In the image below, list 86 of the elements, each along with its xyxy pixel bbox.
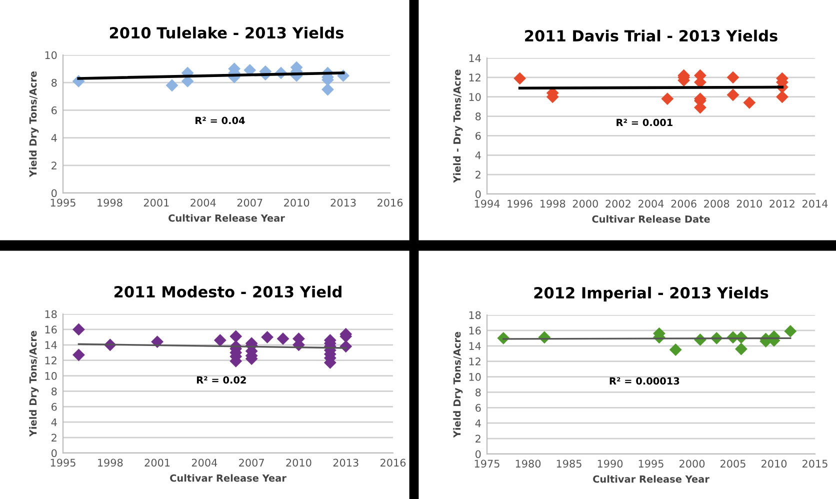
x-tick-label: 2007 bbox=[239, 458, 264, 467]
y-axis-title: Yield - Dry Tons/Acre bbox=[453, 70, 463, 183]
y-tick-label: 10 bbox=[45, 372, 57, 380]
y-tick-label: 2 bbox=[476, 170, 480, 179]
y-tick-label: 14 bbox=[469, 54, 481, 62]
y-tick-label: 6 bbox=[52, 106, 57, 114]
x-tick-label: 1980 bbox=[516, 460, 541, 468]
y-tick-label: 0 bbox=[52, 449, 57, 458]
y-tick-label: 2 bbox=[476, 434, 480, 443]
annotation: R² = 0.00013 bbox=[610, 377, 680, 385]
chart-title: 2011 Davis Trial - 2013 Yields bbox=[525, 30, 778, 42]
chart-title: 2011 Modesto - 2013 Yield bbox=[114, 286, 342, 298]
y-axis-title: Yield Dry Tons/Acre bbox=[453, 332, 463, 438]
x-tick-label: 1998 bbox=[98, 198, 122, 207]
x-tick-label: 2005 bbox=[720, 460, 746, 468]
y-tick-label: 4 bbox=[51, 418, 57, 426]
y-tick-label: 8 bbox=[52, 78, 57, 87]
x-tick-label: 2010 bbox=[284, 198, 310, 207]
y-tick-label: 12 bbox=[45, 356, 56, 364]
x-tick-label: 2004 bbox=[190, 198, 216, 207]
y-tick-label: 12 bbox=[469, 74, 480, 82]
x-tick-label: 2010 bbox=[736, 200, 762, 208]
x-tick-label: 1998 bbox=[98, 458, 123, 467]
chart-title: 2012 Imperial - 2013 Yields bbox=[534, 286, 768, 302]
x-tick-label: 2008 bbox=[704, 200, 730, 208]
y-tick-label: 14 bbox=[469, 342, 481, 350]
x-tick-label: 2010 bbox=[762, 460, 787, 468]
annotation: R² = 0.001 bbox=[616, 118, 672, 126]
x-tick-label: 2013 bbox=[330, 198, 356, 207]
x-tick-label: 2010 bbox=[286, 458, 312, 467]
y-tick-label: 12 bbox=[469, 358, 480, 366]
x-tick-label: 2000 bbox=[680, 460, 705, 468]
x-tick-label: 2016 bbox=[378, 198, 403, 207]
y-tick-label: 2 bbox=[52, 434, 56, 442]
y-tick-label: 14 bbox=[45, 341, 57, 349]
y-tick-label: 16 bbox=[469, 326, 481, 335]
x-tick-label: 1995 bbox=[50, 458, 76, 467]
x-tick-label: 2013 bbox=[333, 458, 358, 467]
x-tick-label: 1998 bbox=[540, 200, 566, 208]
y-tick-label: 4 bbox=[51, 134, 57, 142]
x-axis-title: Cultivar Release Year bbox=[170, 474, 286, 482]
y-axis-title: Yield Dry Tons/Acre bbox=[29, 71, 39, 178]
y-tick-label: 8 bbox=[476, 388, 481, 396]
x-tick-label: 2015 bbox=[802, 460, 828, 468]
y-tick-label: 0 bbox=[476, 450, 481, 458]
x-tick-label: 2006 bbox=[671, 200, 696, 208]
y-tick-label: 16 bbox=[45, 326, 57, 334]
x-tick-label: 1985 bbox=[556, 460, 582, 468]
y-tick-label: 2 bbox=[52, 162, 56, 170]
y-tick-label: 18 bbox=[45, 310, 57, 318]
x-tick-label: 2002 bbox=[606, 200, 630, 208]
y-tick-label: 18 bbox=[469, 311, 481, 320]
y-tick-label: 6 bbox=[476, 404, 481, 412]
chart-title: 2010 Tulelake - 2013 Yields bbox=[110, 26, 344, 39]
x-tick-label: 1995 bbox=[638, 460, 664, 468]
x-axis-title: Cultivar Release Date bbox=[592, 215, 710, 223]
x-tick-label: 2000 bbox=[572, 200, 598, 208]
x-tick-label: 2007 bbox=[237, 198, 262, 207]
y-tick-label: 10 bbox=[45, 51, 57, 60]
x-tick-label: 2014 bbox=[802, 200, 828, 208]
x-tick-label: 2004 bbox=[192, 458, 218, 467]
y-tick-label: 10 bbox=[469, 93, 481, 101]
x-axis-title: Cultivar Release Year bbox=[168, 214, 285, 222]
x-tick-label: 1975 bbox=[474, 460, 500, 468]
y-tick-label: 6 bbox=[476, 132, 481, 140]
x-tick-label: 1995 bbox=[50, 198, 76, 207]
x-tick-label: 2016 bbox=[380, 458, 406, 467]
annotation: R² = 0.04 bbox=[196, 116, 245, 124]
y-tick-label: 8 bbox=[476, 112, 481, 120]
x-tick-label: 2012 bbox=[770, 200, 794, 208]
annotation: R² = 0.02 bbox=[196, 376, 246, 384]
y-tick-label: 4 bbox=[475, 152, 481, 160]
x-axis-title: Cultivar Release Year bbox=[593, 475, 710, 483]
y-tick-label: 0 bbox=[52, 189, 57, 198]
y-tick-label: 10 bbox=[469, 373, 481, 381]
x-tick-label: 2001 bbox=[144, 458, 170, 467]
y-tick-label: 4 bbox=[475, 419, 481, 428]
x-tick-label: 2004 bbox=[638, 200, 664, 208]
x-tick-label: 1994 bbox=[474, 200, 500, 208]
y-axis-title: Yield Dry Tons/Acre bbox=[29, 330, 39, 437]
x-tick-label: 1990 bbox=[598, 460, 623, 468]
x-tick-label: 2001 bbox=[144, 198, 169, 207]
y-tick-label: 8 bbox=[52, 387, 57, 396]
y-tick-label: 6 bbox=[52, 402, 57, 411]
x-tick-label: 1996 bbox=[508, 200, 532, 208]
y-tick-label: 0 bbox=[476, 190, 481, 198]
